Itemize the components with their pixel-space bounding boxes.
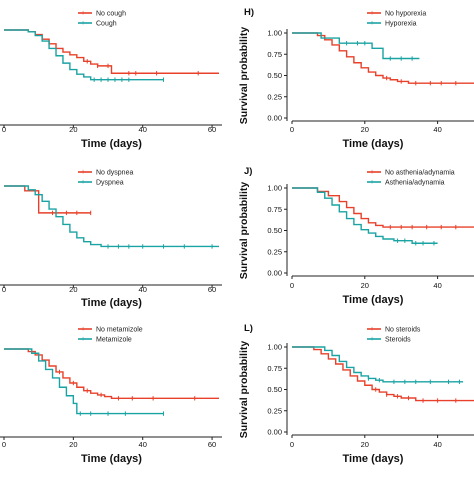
legend-marker-l: + bbox=[370, 336, 374, 343]
y-axis-title-j: Survival probability bbox=[238, 182, 250, 280]
x-tick-label-k: 40 bbox=[139, 440, 147, 449]
legend-marker-g: + bbox=[81, 20, 85, 27]
legend-label-l: No steroids bbox=[385, 327, 421, 334]
y-tick-label-j: 1.00 bbox=[267, 184, 282, 193]
x-tick-label-j: 20 bbox=[361, 281, 369, 290]
panel-label-l: L) bbox=[244, 323, 253, 334]
y-tick-label-l: 0.50 bbox=[267, 385, 282, 394]
legend-label-g: No cough bbox=[96, 11, 126, 18]
y-tick-label-h: 0.00 bbox=[267, 114, 282, 123]
legend-label-j: Asthenia/adynamia bbox=[385, 180, 445, 187]
x-tick-label-l: 20 bbox=[361, 440, 369, 449]
panel-label-j: J) bbox=[244, 166, 252, 177]
survival-curve-g bbox=[4, 29, 164, 81]
y-axis-title-h: Survival probability bbox=[238, 27, 250, 125]
x-tick-label-g: 20 bbox=[69, 125, 77, 134]
survival-curve-i bbox=[4, 185, 91, 214]
x-tick-label-j: 0 bbox=[290, 281, 294, 290]
survival-curve-g bbox=[4, 29, 219, 74]
legend-marker-h: + bbox=[370, 20, 374, 27]
legend-marker-l: + bbox=[370, 326, 374, 333]
x-axis-title-j: Time (days) bbox=[343, 294, 404, 306]
x-tick-label-g: 0 bbox=[2, 125, 6, 134]
x-tick-label-l: 0 bbox=[290, 440, 294, 449]
y-tick-label-h: 0.50 bbox=[267, 71, 282, 80]
panel-label-h: H) bbox=[244, 7, 254, 18]
survival-curve-l bbox=[292, 346, 474, 402]
y-tick-label-l: 0.75 bbox=[267, 364, 282, 373]
y-tick-label-h: 0.25 bbox=[267, 92, 282, 101]
legend-label-h: No hyporexia bbox=[385, 11, 426, 18]
x-tick-label-i: 0 bbox=[2, 285, 6, 294]
legend-marker-k: + bbox=[81, 336, 85, 343]
legend-label-i: Dyspnea bbox=[96, 180, 124, 187]
y-tick-label-l: 0.25 bbox=[267, 406, 282, 415]
legend-label-k: Metamizole bbox=[96, 337, 132, 344]
x-tick-label-l: 40 bbox=[433, 440, 441, 449]
survival-curve-h bbox=[292, 32, 474, 84]
y-tick-label-l: 0.00 bbox=[267, 428, 282, 437]
legend-marker-j: + bbox=[370, 179, 374, 186]
legend-label-k: No metamizole bbox=[96, 327, 143, 334]
x-tick-label-g: 40 bbox=[139, 125, 147, 134]
legend-label-j: No asthenia/adynamia bbox=[385, 170, 455, 177]
legend-marker-i: + bbox=[81, 169, 85, 176]
y-tick-label-h: 0.75 bbox=[267, 50, 282, 59]
x-tick-label-i: 40 bbox=[139, 285, 147, 294]
y-tick-label-j: 0.75 bbox=[267, 205, 282, 214]
x-tick-label-g: 60 bbox=[208, 125, 216, 134]
x-tick-label-i: 20 bbox=[69, 285, 77, 294]
y-tick-label-l: 1.00 bbox=[267, 343, 282, 352]
x-tick-label-h: 0 bbox=[290, 125, 294, 134]
x-axis-title-l: Time (days) bbox=[343, 453, 404, 465]
survival-curve-k bbox=[4, 348, 219, 399]
x-tick-label-i: 60 bbox=[208, 285, 216, 294]
legend-marker-k: + bbox=[81, 326, 85, 333]
x-tick-label-j: 40 bbox=[433, 281, 441, 290]
x-axis-title-k: Time (days) bbox=[81, 453, 142, 465]
legend-label-l: Steroids bbox=[385, 337, 411, 344]
y-axis-title-l: Survival probability bbox=[238, 341, 250, 439]
y-tick-label-h: 1.00 bbox=[267, 29, 282, 38]
x-axis-title-h: Time (days) bbox=[343, 138, 404, 150]
survival-curve-l bbox=[292, 346, 464, 383]
legend-marker-j: + bbox=[370, 169, 374, 176]
legend-marker-g: + bbox=[81, 10, 85, 17]
legend-label-g: Cough bbox=[96, 21, 117, 28]
legend-marker-h: + bbox=[370, 10, 374, 17]
legend-label-i: No dyspnea bbox=[96, 170, 133, 177]
y-tick-label-j: 0.00 bbox=[267, 269, 282, 278]
x-tick-label-h: 20 bbox=[361, 125, 369, 134]
y-tick-label-j: 0.50 bbox=[267, 226, 282, 235]
x-axis-title-i: Time (days) bbox=[81, 297, 142, 309]
legend-label-h: Hyporexia bbox=[385, 21, 417, 28]
y-tick-label-j: 0.25 bbox=[267, 247, 282, 256]
survival-curve-j bbox=[292, 187, 474, 228]
x-tick-label-h: 40 bbox=[433, 125, 441, 134]
x-axis-title-g: Time (days) bbox=[81, 138, 142, 150]
survival-curve-i bbox=[4, 185, 219, 248]
survival-curve-h bbox=[292, 32, 420, 60]
survival-curve-k bbox=[4, 348, 164, 415]
legend-marker-i: + bbox=[81, 179, 85, 186]
x-tick-label-k: 0 bbox=[2, 440, 6, 449]
x-tick-label-k: 20 bbox=[69, 440, 77, 449]
survival-curve-j bbox=[292, 187, 438, 244]
x-tick-label-k: 60 bbox=[208, 440, 216, 449]
